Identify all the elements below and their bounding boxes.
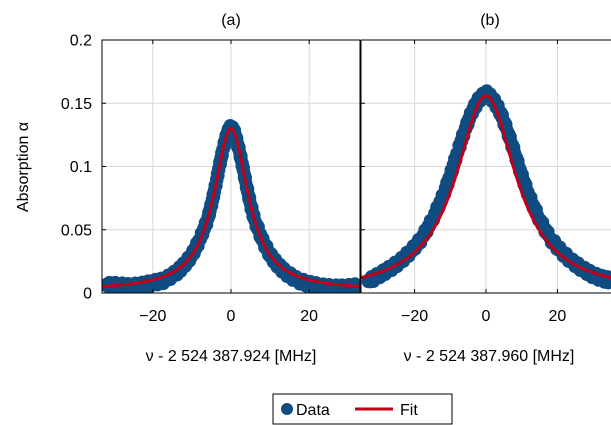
panel-a-data bbox=[102, 119, 360, 293]
panel-b-title: (b) bbox=[480, 12, 500, 29]
x-tick-label: 0 bbox=[482, 308, 491, 325]
panel-a: −20 0 20 0 0.05 0.1 0.15 0.2 (a) ν - 2 524 387.… bbox=[61, 12, 361, 365]
panel-b-ticks: −20 0 20 bbox=[361, 39, 567, 325]
panel-a-ticks: −20 0 20 0 0.05 0.1 0.15 0.2 bbox=[61, 33, 318, 326]
panel-b: −20 0 20 (b) ν - 2 524 387.960 [MHz] bbox=[360, 12, 611, 365]
panel-b-data bbox=[361, 84, 611, 290]
x-tick-label: 20 bbox=[300, 308, 318, 325]
y-tick-label: 0 bbox=[83, 286, 92, 303]
y-tick-label: 0.05 bbox=[61, 222, 92, 239]
panel-b-xlabel: ν - 2 524 387.960 [MHz] bbox=[404, 348, 575, 365]
y-axis-label: Absorption α bbox=[15, 122, 32, 212]
x-tick-label: −20 bbox=[401, 308, 428, 325]
y-tick-label: 0.15 bbox=[61, 96, 92, 113]
y-tick-label: 0.2 bbox=[70, 33, 92, 50]
legend-data-marker bbox=[281, 403, 293, 415]
fit-curve bbox=[361, 94, 611, 280]
x-tick-label: 20 bbox=[549, 308, 567, 325]
panel-a-title: (a) bbox=[221, 12, 241, 29]
panel-a-grid bbox=[102, 39, 360, 294]
legend-fit-label: Fit bbox=[400, 402, 418, 419]
legend: Data Fit bbox=[272, 393, 453, 425]
fit-curve bbox=[102, 126, 360, 288]
x-tick-label: −20 bbox=[139, 308, 166, 325]
x-tick-label: 0 bbox=[227, 308, 236, 325]
y-tick-label: 0.1 bbox=[70, 159, 92, 176]
panel-a-xlabel: ν - 2 524 387.924 [MHz] bbox=[146, 348, 317, 365]
legend-data-label: Data bbox=[296, 402, 330, 419]
